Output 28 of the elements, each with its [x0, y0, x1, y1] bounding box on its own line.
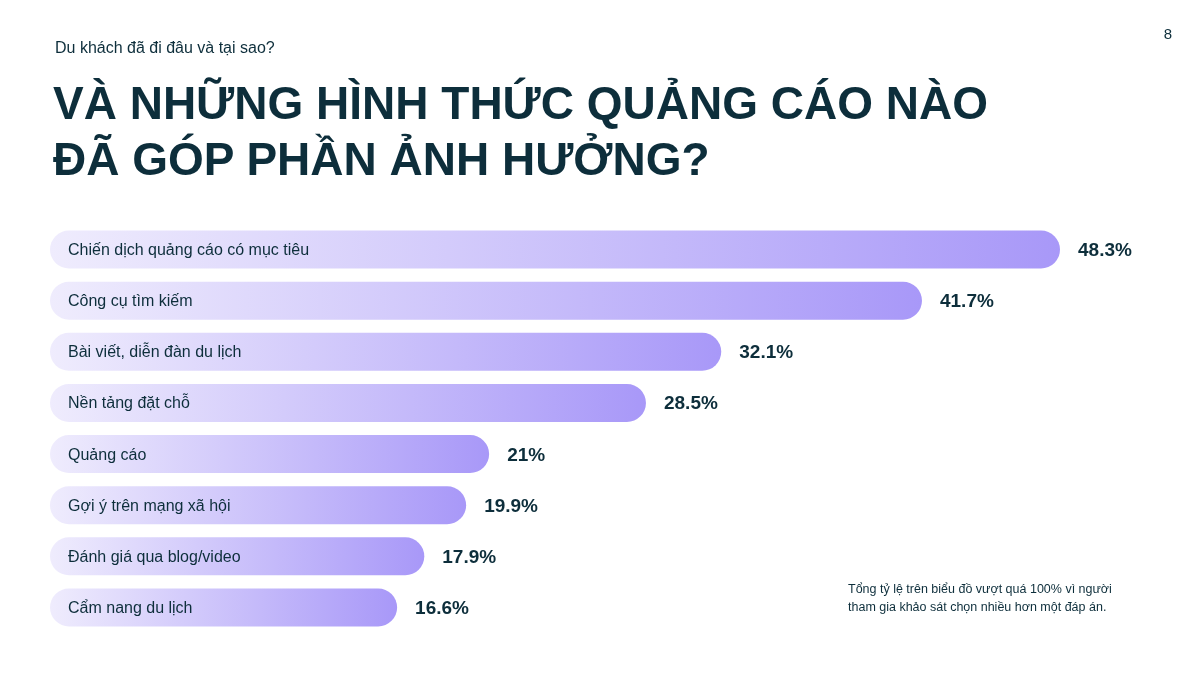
bar: [50, 588, 398, 627]
chart-subtitle: Du khách đã đi đâu và tại sao?: [55, 38, 275, 56]
bar: [50, 332, 722, 371]
bar: [50, 230, 1060, 269]
data-label: 48.3%: [1078, 239, 1132, 261]
y-tick-label: Bài viết, diễn đàn du lịch: [68, 342, 242, 361]
bar: [50, 281, 922, 320]
y-tick-label: Chiến dịch quảng cáo có mục tiêu: [68, 241, 310, 259]
y-tick-label: Quảng cáo: [68, 445, 147, 463]
chart-title: VÀ NHỮNG HÌNH THỨC QUẢNG CÁO NÀO ĐÃ GÓP PHẦN ẢNH HƯỞNG?: [53, 77, 988, 185]
y-tick-label: Công cụ tìm kiếm: [68, 292, 193, 310]
data-label: 32.1%: [739, 341, 794, 363]
y-tick-label: Gợi ý trên mạng xã hội: [68, 496, 231, 514]
data-label: 28.5%: [663, 392, 718, 414]
data-label: 16.6%: [415, 596, 470, 618]
data-label: 19.9%: [484, 494, 539, 516]
annotation: Tổng tỷ lệ trên biểu đồ vượt quá 100% vì người tham gia khảo sát chọn nhiều hơn một đáp án.: [848, 582, 1112, 614]
bar: [50, 435, 490, 474]
data-label: 21%: [507, 443, 546, 465]
data-label: 41.7%: [939, 290, 994, 312]
bar: [50, 486, 467, 525]
y-tick-label: Nền tảng đặt chỗ: [68, 393, 190, 412]
bar: [50, 383, 646, 422]
text: 8: [1163, 25, 1172, 42]
data-label: 17.9%: [442, 545, 497, 567]
y-tick-label: Đánh giá qua blog/video: [68, 547, 241, 565]
bar: [50, 537, 425, 576]
y-tick-label: Cẩm nang du lịch: [68, 598, 193, 616]
